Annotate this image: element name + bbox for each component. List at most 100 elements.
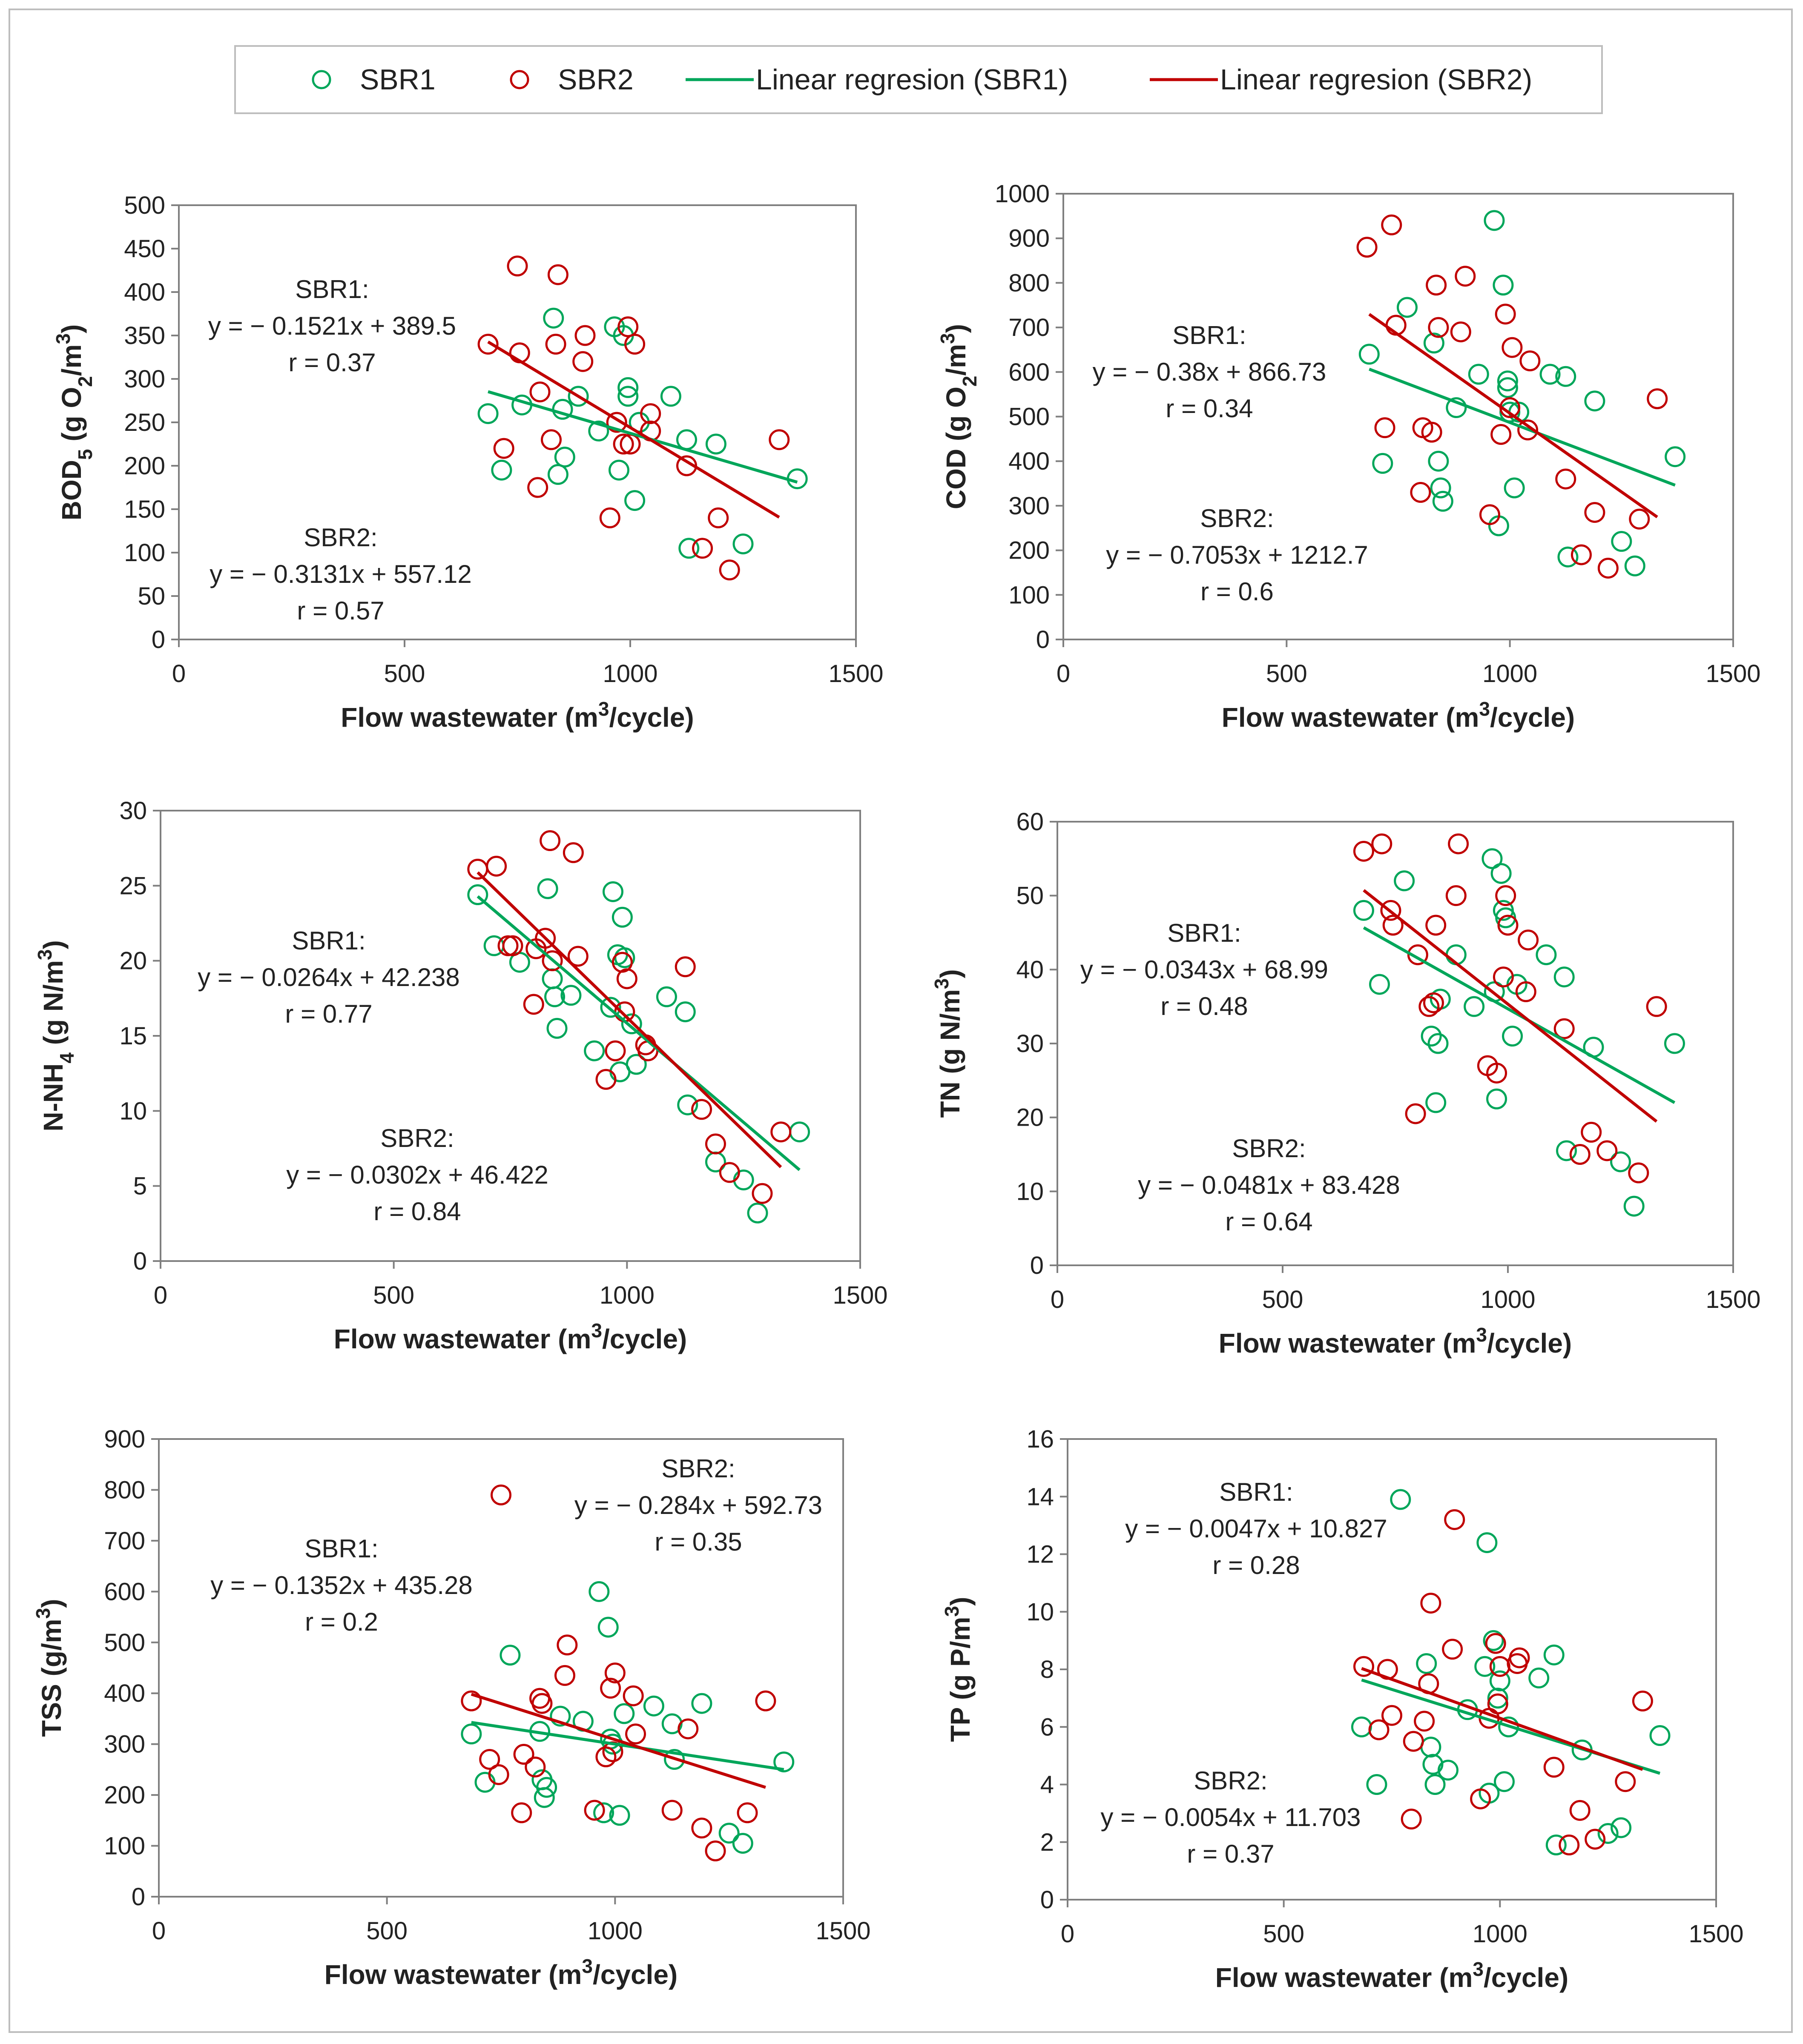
tss-y-tick-label: 400 bbox=[104, 1680, 145, 1707]
cod-plot-area bbox=[1062, 193, 1734, 640]
nh4-sbr2-point bbox=[691, 1099, 712, 1120]
nh4-sbr1-equation-line: r = 0.77 bbox=[285, 1000, 372, 1028]
tss-x-axis-label: Flow wastewater (m3/cycle) bbox=[324, 1955, 678, 1990]
nh4-sbr2-equation-line: y = − 0.0302x + 46.422 bbox=[286, 1161, 548, 1189]
tss-y-tick-label: 900 bbox=[104, 1425, 145, 1453]
bod-sbr1-point bbox=[617, 386, 639, 407]
cod-sbr2-point bbox=[1410, 482, 1431, 503]
bod-sbr2-point bbox=[692, 538, 713, 559]
tn-sbr1-equation-line: SBR1: bbox=[1167, 919, 1241, 947]
tp-y-tick-label: 0 bbox=[1040, 1886, 1054, 1914]
cod-sbr1-point bbox=[1497, 377, 1518, 398]
bod-x-tick-label: 500 bbox=[384, 660, 425, 688]
tss-sbr1-equation-line: SBR1: bbox=[304, 1534, 378, 1563]
tss-y-tick-label: 0 bbox=[132, 1883, 145, 1911]
cod-sbr2-point bbox=[1519, 350, 1541, 372]
panel-tp: 0 2 4 6 8 10 12 14 16 0 500 1000 1500 Flow wastewater… bbox=[941, 1425, 1744, 1993]
bod-sbr2-point bbox=[708, 507, 729, 528]
tss-sbr2-point bbox=[678, 1718, 699, 1740]
cod-reg2-line bbox=[1368, 313, 1658, 519]
bod-sbr2-point bbox=[624, 333, 646, 355]
cod-sbr2-point bbox=[1517, 419, 1539, 441]
tp-sbr2-point bbox=[1444, 1509, 1465, 1530]
cod-sbr1-point bbox=[1611, 531, 1632, 552]
cod-sbr1-point bbox=[1396, 297, 1418, 318]
tss-y-axis-label: TSS (g/m3) bbox=[32, 1599, 67, 1737]
tp-y-tick-label: 14 bbox=[1026, 1483, 1054, 1511]
cod-sbr1-point bbox=[1428, 450, 1449, 472]
cod-sbr2-point bbox=[1426, 275, 1447, 296]
tn-sbr2-point bbox=[1445, 885, 1467, 906]
cod-sbr2-point bbox=[1479, 504, 1500, 525]
cod-sbr2-point bbox=[1455, 266, 1476, 287]
tss-plot-area bbox=[158, 1438, 844, 1898]
tss-sbr1-point bbox=[773, 1751, 795, 1772]
nh4-sbr2-point bbox=[719, 1162, 740, 1183]
bod-sbr2-point bbox=[527, 477, 548, 498]
bod-sbr2-point bbox=[613, 433, 634, 455]
tss-sbr1-point bbox=[609, 1805, 630, 1826]
tn-x-tick-label: 1000 bbox=[1480, 1286, 1535, 1313]
tp-sbr1-point bbox=[1649, 1725, 1671, 1746]
tp-y-tick-label: 4 bbox=[1040, 1771, 1054, 1799]
bod-sbr1-point bbox=[624, 490, 646, 511]
nh4-reg1-line bbox=[477, 895, 801, 1171]
bod-y-tick-label: 100 bbox=[124, 539, 165, 567]
cod-sbr1-equation-line: y = − 0.38x + 866.73 bbox=[1093, 358, 1326, 386]
tp-sbr1-point bbox=[1498, 1716, 1519, 1737]
nh4-sbr1-point bbox=[584, 1040, 605, 1061]
tss-sbr2-point bbox=[584, 1800, 605, 1821]
bod-y-tick-label: 200 bbox=[124, 452, 165, 480]
nh4-sbr1-point bbox=[544, 986, 566, 1007]
bod-sbr2-point bbox=[574, 325, 596, 346]
tn-sbr1-point bbox=[1481, 848, 1503, 869]
tss-sbr1-point bbox=[691, 1693, 712, 1714]
bod-sbr1-point bbox=[588, 420, 609, 441]
cod-sbr2-equation-line: y = − 0.7053x + 1212.7 bbox=[1106, 541, 1368, 569]
tss-sbr2-point bbox=[661, 1800, 683, 1821]
nh4-plot-area bbox=[160, 810, 861, 1262]
tp-sbr2-point bbox=[1632, 1690, 1653, 1711]
cod-sbr2-point bbox=[1629, 508, 1650, 530]
tn-sbr1-point bbox=[1610, 1151, 1631, 1173]
tp-sbr1-point bbox=[1474, 1656, 1496, 1677]
bod-sbr1-point bbox=[676, 429, 697, 450]
cod-y-tick-label: 300 bbox=[1008, 492, 1050, 520]
tss-x-tick-label: 1000 bbox=[588, 1917, 643, 1945]
tp-y-tick-label: 2 bbox=[1040, 1829, 1054, 1856]
tn-x-tick-label: 0 bbox=[1051, 1286, 1064, 1313]
tp-y-tick-label: 16 bbox=[1026, 1425, 1054, 1453]
tp-x-tick-label: 1000 bbox=[1473, 1920, 1527, 1948]
nh4-sbr2-point bbox=[467, 859, 488, 880]
nh4-y-tick-label: 20 bbox=[119, 947, 147, 975]
tss-y-tick-label: 800 bbox=[104, 1476, 145, 1504]
tn-sbr2-point bbox=[1380, 900, 1401, 921]
tp-y-axis-label: TP (g P/m3) bbox=[941, 1597, 976, 1742]
cod-sbr1-point bbox=[1468, 364, 1489, 385]
nh4-y-tick-label: 25 bbox=[119, 872, 147, 900]
tn-sbr2-point bbox=[1596, 1140, 1618, 1161]
tp-reg2-line bbox=[1361, 1667, 1643, 1771]
tss-y-tick-label: 500 bbox=[104, 1629, 145, 1657]
tss-sbr2-point bbox=[511, 1802, 532, 1823]
tss-sbr2-point bbox=[600, 1677, 621, 1699]
tn-y-tick-label: 50 bbox=[1016, 882, 1044, 910]
tn-sbr2-point bbox=[1425, 914, 1447, 936]
bod-y-tick-label: 500 bbox=[124, 192, 165, 219]
tss-sbr2-point bbox=[488, 1764, 509, 1785]
cod-sbr2-point bbox=[1428, 317, 1449, 338]
cod-sbr1-point bbox=[1539, 364, 1561, 385]
tp-sbr1-point bbox=[1416, 1653, 1437, 1674]
tp-sbr1-point bbox=[1487, 1688, 1508, 1709]
cod-y-tick-label: 0 bbox=[1036, 626, 1050, 654]
cod-sbr1-point bbox=[1557, 546, 1579, 568]
tss-sbr2-point bbox=[479, 1749, 500, 1770]
tss-y-tick-label: 100 bbox=[104, 1832, 145, 1860]
tp-y-tick-label: 10 bbox=[1026, 1598, 1054, 1626]
tp-sbr1-point bbox=[1545, 1835, 1567, 1856]
bod-sbr2-point bbox=[545, 333, 566, 355]
bod-sbr2-equation-line: r = 0.57 bbox=[297, 596, 384, 625]
bod-sbr1-point bbox=[617, 377, 639, 398]
bod-sbr1-equation-line: y = − 0.1521x + 389.5 bbox=[208, 312, 456, 340]
